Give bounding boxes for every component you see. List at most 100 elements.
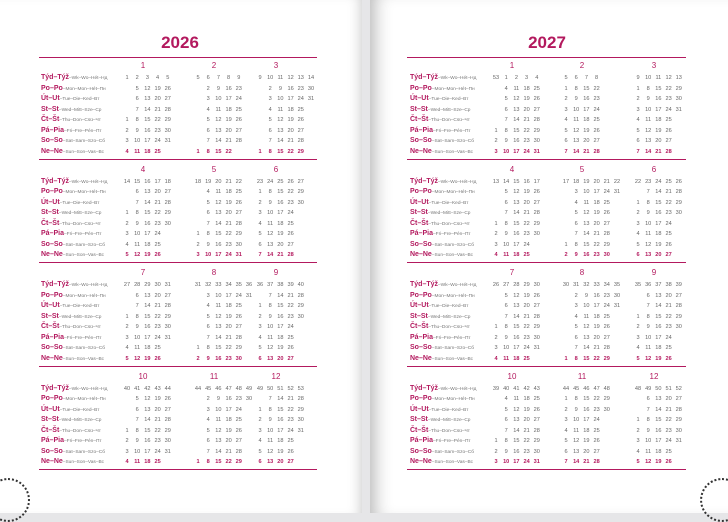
day-cell[interactable]: 5 <box>504 189 508 195</box>
day-cell[interactable]: 16 <box>144 220 151 227</box>
day-cell[interactable]: 7 <box>135 199 139 206</box>
day-cell[interactable]: 29 <box>533 127 540 134</box>
day-cell[interactable]: 20 <box>154 406 161 413</box>
day-cell[interactable]: 13 <box>573 448 580 455</box>
day-cell[interactable]: 25 <box>154 345 161 351</box>
day-cell[interactable]: 18 <box>523 396 530 402</box>
day-cell[interactable]: 27 <box>675 396 682 402</box>
day-cell[interactable]: 17 <box>144 231 151 237</box>
day-cell[interactable]: 2 <box>494 334 498 341</box>
day-cell[interactable]: 25 <box>235 106 242 113</box>
day-cell[interactable]: 20 <box>225 438 232 444</box>
day-cell[interactable]: 17 <box>583 417 590 423</box>
day-cell[interactable]: 4 <box>258 438 262 444</box>
day-cell[interactable]: 3 <box>125 334 129 341</box>
day-cell[interactable]: 20 <box>655 138 662 144</box>
day-cell[interactable]: 6 <box>258 459 262 465</box>
day-cell[interactable]: 4 <box>206 189 210 195</box>
day-cell[interactable]: 23 <box>523 334 530 341</box>
day-cell[interactable]: 24 <box>235 96 242 102</box>
day-cell[interactable]: 8 <box>206 345 210 351</box>
day-cell[interactable]: 31 <box>235 252 242 258</box>
day-cell[interactable]: 18 <box>513 355 520 362</box>
day-cell[interactable]: 25 <box>287 438 294 444</box>
day-cell[interactable]: 25 <box>603 313 610 320</box>
day-cell[interactable]: 17 <box>144 334 151 341</box>
day-cell[interactable]: 17 <box>655 438 662 444</box>
day-cell[interactable]: 17 <box>277 210 284 216</box>
day-cell[interactable]: 17 <box>655 106 662 113</box>
day-cell[interactable]: 21 <box>154 106 161 113</box>
day-cell[interactable]: 27 <box>235 438 242 444</box>
day-cell[interactable]: 21 <box>593 345 600 351</box>
day-cell[interactable]: 15 <box>144 427 151 434</box>
day-cell[interactable]: 4 <box>125 148 129 155</box>
day-cell[interactable]: 27 <box>593 138 600 144</box>
day-cell[interactable]: 14 <box>144 106 151 113</box>
day-cell[interactable]: 17 <box>593 303 600 309</box>
day-cell[interactable]: 2 <box>258 417 262 423</box>
day-cell[interactable]: 6 <box>206 127 210 134</box>
day-cell[interactable]: 16 <box>215 355 222 362</box>
day-cell[interactable]: 14 <box>277 292 284 299</box>
day-cell[interactable]: 23 <box>235 85 242 92</box>
day-cell[interactable]: 14 <box>215 138 222 144</box>
day-cell[interactable]: 15 <box>277 148 284 155</box>
day-cell[interactable]: 25 <box>523 355 530 362</box>
day-cell[interactable]: 12 <box>513 292 520 299</box>
day-cell[interactable]: 31 <box>297 427 304 434</box>
day-cell[interactable]: 13 <box>267 355 274 362</box>
day-cell[interactable]: 28 <box>297 138 304 144</box>
day-cell[interactable]: 18 <box>593 313 600 320</box>
day-cell[interactable]: 27 <box>287 459 294 465</box>
day-cell[interactable]: 13 <box>655 396 662 402</box>
day-cell[interactable]: 18 <box>277 220 284 227</box>
day-cell[interactable]: 4 <box>258 334 262 341</box>
day-cell[interactable]: 20 <box>154 96 161 102</box>
day-cell[interactable]: 22 <box>593 396 600 402</box>
day-cell[interactable]: 7 <box>135 417 139 423</box>
day-cell[interactable]: 4 <box>636 117 640 123</box>
day-cell[interactable]: 20 <box>593 334 600 341</box>
day-cell[interactable]: 21 <box>523 117 530 123</box>
day-cell[interactable]: 11 <box>513 85 520 92</box>
day-cell[interactable]: 19 <box>277 345 284 351</box>
day-cell[interactable]: 4 <box>206 303 210 309</box>
day-cell[interactable]: 27 <box>164 292 171 299</box>
day-cell[interactable]: 16 <box>513 231 520 237</box>
day-cell[interactable]: 6 <box>636 138 640 144</box>
day-cell[interactable]: 23 <box>154 127 161 134</box>
day-cell[interactable]: 27 <box>603 220 610 227</box>
day-cell[interactable]: 28 <box>297 396 304 402</box>
day-cell[interactable]: 8 <box>574 355 578 362</box>
day-cell[interactable]: 11 <box>503 355 510 362</box>
day-cell[interactable]: 25 <box>665 345 672 351</box>
day-cell[interactable]: 30 <box>675 427 682 434</box>
day-cell[interactable]: 18 <box>225 303 232 309</box>
day-cell[interactable]: 23 <box>665 210 672 216</box>
day-cell[interactable]: 14 <box>655 189 662 195</box>
day-cell[interactable]: 19 <box>655 355 662 362</box>
day-cell[interactable]: 16 <box>225 396 232 402</box>
day-cell[interactable]: 13 <box>513 417 520 423</box>
day-cell[interactable]: 28 <box>164 303 171 309</box>
day-cell[interactable]: 15 <box>215 345 222 351</box>
day-cell[interactable]: 24 <box>297 96 304 102</box>
day-cell[interactable]: 9 <box>206 355 210 362</box>
day-cell[interactable]: 11 <box>215 417 222 423</box>
day-cell[interactable]: 3 <box>564 106 568 113</box>
day-cell[interactable]: 26 <box>603 210 610 216</box>
day-cell[interactable]: 26 <box>235 199 242 206</box>
day-cell[interactable]: 12 <box>513 406 520 413</box>
day-cell[interactable]: 26 <box>665 355 672 362</box>
day-cell[interactable]: 1 <box>196 345 200 351</box>
day-cell[interactable]: 18 <box>513 252 520 258</box>
day-cell[interactable]: 9 <box>574 406 578 413</box>
day-cell[interactable]: 19 <box>523 292 530 299</box>
day-cell[interactable]: 26 <box>235 313 242 320</box>
day-cell[interactable]: 18 <box>144 148 151 155</box>
day-cell[interactable]: 31 <box>245 292 253 299</box>
day-cell[interactable]: 16 <box>144 127 151 134</box>
day-cell[interactable]: 4 <box>258 220 262 227</box>
day-cell[interactable]: 23 <box>154 220 161 227</box>
